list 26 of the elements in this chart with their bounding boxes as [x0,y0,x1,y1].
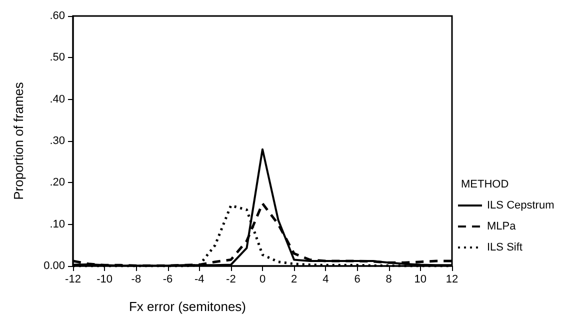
y-tick-label: .40 [50,93,65,106]
x-tick-label: 6 [354,274,360,286]
x-tick-label: 10 [414,274,427,286]
x-tick-label: -10 [96,274,113,286]
x-tick-label: 0 [259,274,266,286]
y-tick-label: .10 [50,218,65,230]
x-tick-label: -4 [194,274,204,286]
legend-label: ILS Sift [487,242,522,254]
legend-title: METHOD [461,178,509,190]
x-tick-label: -8 [131,274,142,286]
y-tick-label: 0.00 [44,260,65,272]
y-tick-label: .60 [50,10,65,22]
y-tick-label: .30 [50,135,65,147]
x-tick-label: 4 [322,274,329,286]
y-tick-label: .20 [50,176,65,189]
legend-label: MLPa [487,220,517,232]
x-tick-label: 8 [386,274,392,286]
x-tick-label: -2 [226,274,236,286]
x-tick-label: -12 [65,274,81,286]
x-tick-label: 2 [291,274,298,286]
x-tick-label: -6 [162,274,173,286]
y-axis-title: Proportion of frames [11,82,26,200]
x-tick-label: 12 [446,274,458,286]
x-axis-title: Fx error (semitones) [128,299,246,314]
y-tick-label: .50 [50,52,65,64]
legend-label: ILS Cepstrum [487,200,554,212]
